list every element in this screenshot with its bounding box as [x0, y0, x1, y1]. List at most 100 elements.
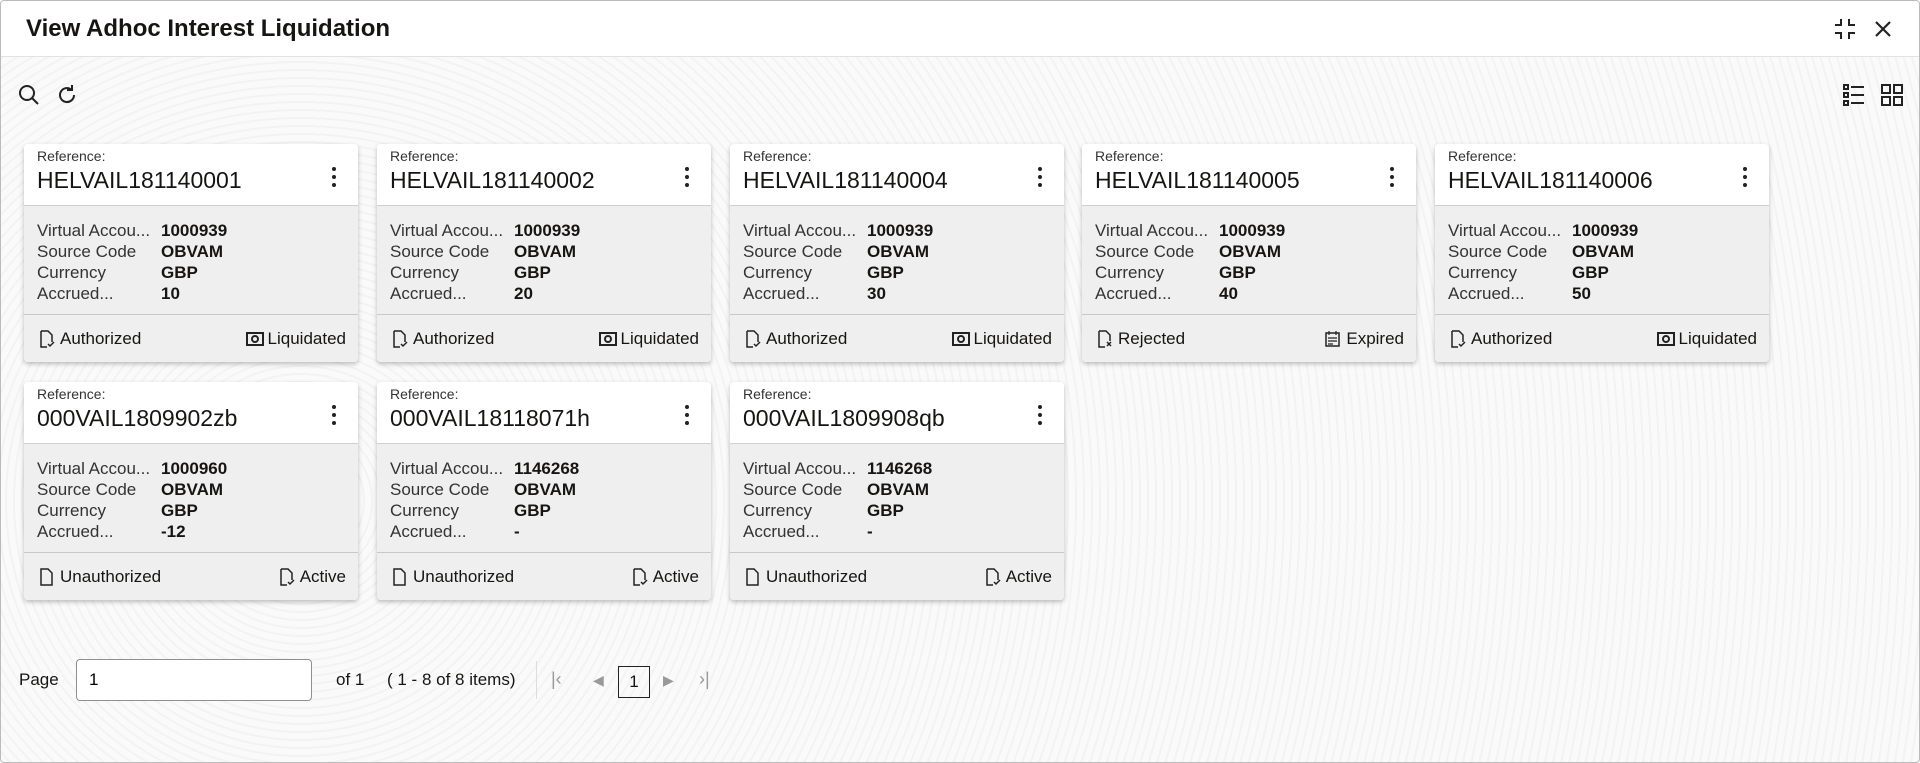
auth-status: Unauthorized — [744, 567, 867, 587]
field-value: - — [514, 522, 520, 541]
reference-label: Reference: — [37, 148, 106, 164]
cash-icon — [245, 331, 264, 346]
field-source-code: Source Code OBVAM — [1095, 241, 1403, 262]
refresh-icon[interactable] — [54, 82, 80, 108]
record-card[interactable]: Reference: HELVAIL181140004 Virtual Acco… — [730, 144, 1064, 362]
cash-icon — [1656, 331, 1675, 346]
close-icon[interactable] — [1869, 15, 1897, 43]
field-value: 1146268 — [514, 459, 580, 478]
more-options-icon[interactable] — [1386, 164, 1398, 190]
page-input[interactable] — [76, 659, 312, 701]
record-status: Liquidated — [951, 328, 1052, 349]
card-header: Reference: 000VAIL1809902zb — [24, 382, 358, 444]
field-accrued: Accrued... 40 — [1095, 283, 1403, 304]
field-source-code: Source Code OBVAM — [390, 479, 698, 500]
reference-label: Reference: — [1095, 148, 1164, 164]
field-accrued: Accrued... - — [390, 521, 698, 542]
card-body: Virtual Accou... 1000939 Source Code OBVAM C… — [1082, 206, 1416, 315]
divider — [536, 661, 537, 699]
reference-label: Reference: — [743, 386, 812, 402]
field-value: 1000960 — [161, 459, 228, 478]
field-value: 1000939 — [1219, 221, 1286, 240]
more-options-icon[interactable] — [328, 402, 340, 428]
record-card[interactable]: Reference: HELVAIL181140006 Virtual Acco… — [1435, 144, 1769, 362]
prev-page-icon[interactable]: ◀ — [593, 672, 604, 688]
field-value: OBVAM — [161, 242, 224, 261]
reference-label: Reference: — [390, 386, 459, 402]
field-virtual-account: Virtual Accou... 1000939 — [1095, 220, 1403, 241]
search-icon[interactable] — [16, 82, 42, 108]
field-value: -12 — [161, 522, 186, 541]
field-label: Source Code — [743, 480, 843, 499]
field-label: Source Code — [37, 242, 137, 261]
document-check-icon — [40, 329, 55, 348]
record-card[interactable]: Reference: HELVAIL181140001 Virtual Acco… — [24, 144, 358, 362]
items-count: ( 1 - 8 of 8 items) — [387, 670, 516, 689]
field-value: OBVAM — [867, 480, 930, 499]
current-page-button[interactable]: 1 — [618, 666, 650, 698]
card-header: Reference: 000VAIL1809908qb — [730, 382, 1064, 444]
reference-label: Reference: — [1448, 148, 1517, 164]
auth-status: Authorized — [1449, 329, 1552, 349]
card-footer: Unauthorized Active — [24, 553, 358, 600]
record-card[interactable]: Reference: 000VAIL1809902zb Virtual Acco… — [24, 382, 358, 600]
more-options-icon[interactable] — [681, 164, 693, 190]
document-x-icon — [1098, 329, 1112, 348]
field-source-code: Source Code OBVAM — [37, 479, 345, 500]
reference-value: 000VAIL18118071h — [390, 405, 590, 431]
card-header: Reference: HELVAIL181140002 — [377, 144, 711, 206]
field-currency: Currency GBP — [1448, 262, 1756, 283]
field-accrued: Accrued... 20 — [390, 283, 698, 304]
record-status: Liquidated — [1656, 328, 1757, 349]
auth-status-text: Authorized — [60, 328, 142, 348]
card-footer: Authorized Liquidated — [377, 315, 711, 362]
record-card[interactable]: Reference: HELVAIL181140002 Virtual Acco… — [377, 144, 711, 362]
field-value: 1000939 — [867, 221, 934, 240]
more-options-icon[interactable] — [1034, 164, 1046, 190]
field-label: Accrued... — [390, 522, 467, 541]
field-source-code: Source Code OBVAM — [37, 241, 345, 262]
field-accrued: Accrued... -12 — [37, 521, 345, 542]
card-body: Virtual Accou... 1000939 Source Code OBVAM C… — [24, 206, 358, 315]
field-value: OBVAM — [514, 242, 577, 261]
field-currency: Currency GBP — [1095, 262, 1403, 283]
field-value: GBP — [514, 501, 551, 520]
auth-status: Unauthorized — [391, 567, 514, 587]
card-header: Reference: 000VAIL18118071h — [377, 382, 711, 444]
grid-view-icon[interactable] — [1879, 82, 1905, 108]
list-view-icon[interactable] — [1841, 82, 1867, 108]
record-status-text: Active — [652, 566, 699, 586]
minimize-icon[interactable] — [1831, 15, 1859, 43]
field-virtual-account: Virtual Accou... 1000960 — [37, 458, 345, 479]
reference-value: HELVAIL181140006 — [1448, 167, 1653, 193]
field-label: Source Code — [390, 242, 490, 261]
field-label: Virtual Accou... — [743, 459, 857, 478]
auth-status-text: Authorized — [1471, 328, 1553, 348]
record-status-text: Liquidated — [1678, 328, 1757, 348]
more-options-icon[interactable] — [681, 402, 693, 428]
field-value: 1000939 — [514, 221, 581, 240]
field-value: OBVAM — [514, 480, 577, 499]
document-check-icon — [746, 329, 761, 348]
first-page-icon[interactable]: |‹ — [551, 669, 562, 689]
field-value: OBVAM — [1219, 242, 1282, 261]
document-check-icon — [393, 329, 408, 348]
record-status-text: Liquidated — [973, 328, 1052, 348]
more-options-icon[interactable] — [1034, 402, 1046, 428]
last-page-icon[interactable]: ›| — [699, 669, 710, 689]
field-value: GBP — [867, 263, 904, 282]
record-status-text: Liquidated — [620, 328, 699, 348]
next-page-icon[interactable]: ▶ — [663, 672, 674, 688]
record-card[interactable]: Reference: 000VAIL1809908qb Virtual Acco… — [730, 382, 1064, 600]
more-options-icon[interactable] — [328, 164, 340, 190]
record-card[interactable]: Reference: 000VAIL18118071h Virtual Acco… — [377, 382, 711, 600]
auth-status: Rejected — [1096, 329, 1185, 349]
reference-value: 000VAIL1809902zb — [37, 405, 238, 431]
auth-status-text: Unauthorized — [766, 566, 868, 586]
auth-status: Authorized — [391, 329, 494, 349]
record-card[interactable]: Reference: HELVAIL181140005 Virtual Acco… — [1082, 144, 1416, 362]
field-label: Accrued... — [1095, 284, 1172, 303]
card-body: Virtual Accou... 1146268 Source Code OBVAM C… — [377, 444, 711, 553]
more-options-icon[interactable] — [1739, 164, 1751, 190]
